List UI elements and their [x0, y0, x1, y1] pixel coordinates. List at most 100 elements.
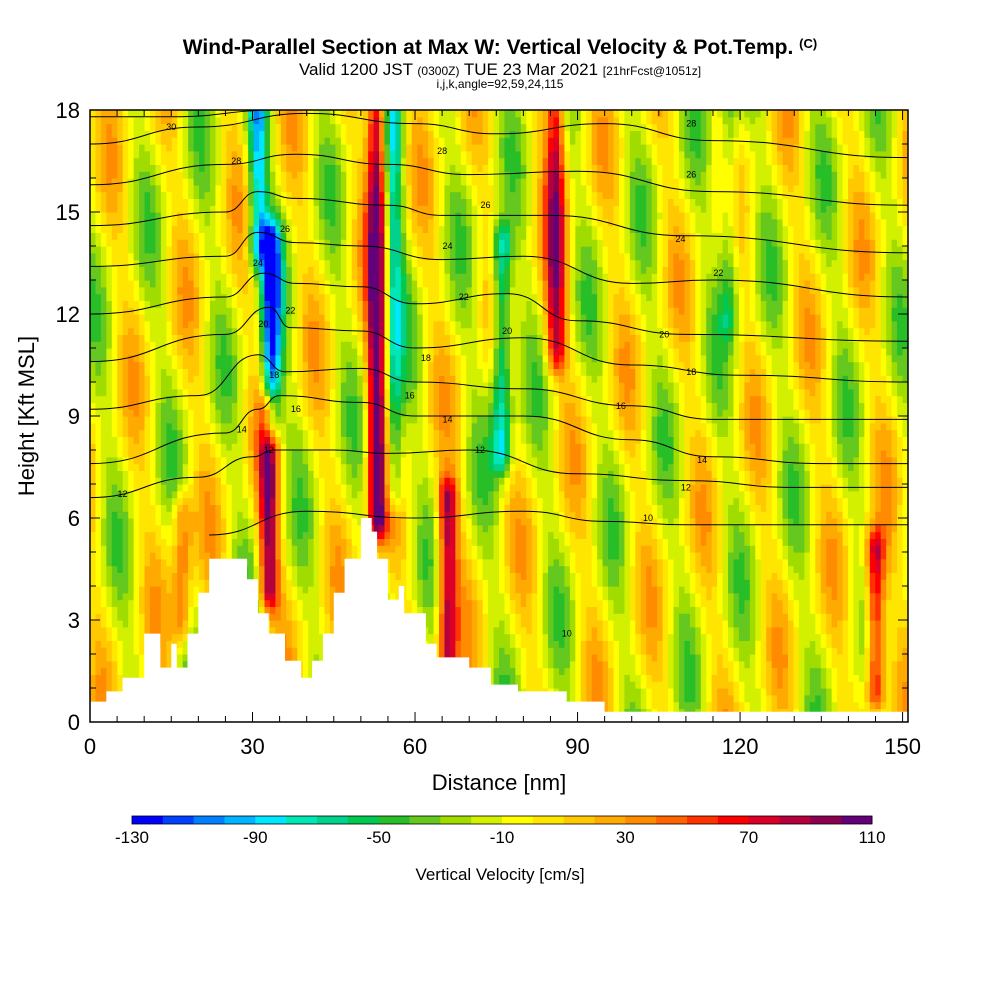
- field-cell: [95, 252, 102, 261]
- field-cell: [319, 382, 326, 390]
- field-cell: [95, 620, 102, 628]
- field-cell: [144, 613, 151, 621]
- field-cell: [90, 144, 97, 152]
- field-cell: [182, 164, 189, 172]
- field-cell: [362, 443, 369, 451]
- field-cell: [133, 273, 140, 281]
- field-cell: [286, 586, 293, 594]
- field-cell: [106, 273, 113, 281]
- field-cell: [308, 558, 315, 567]
- field-cell: [149, 225, 157, 233]
- field-cell: [329, 606, 336, 614]
- field-cell: [160, 123, 167, 131]
- field-cell: [149, 531, 157, 539]
- field-cell: [340, 388, 347, 397]
- field-cell: [182, 252, 189, 261]
- field-cell: [308, 538, 315, 546]
- field-cell: [106, 184, 113, 193]
- field-cell: [144, 518, 151, 526]
- field-cell: [346, 246, 353, 254]
- field-cell: [275, 538, 282, 546]
- field-cell: [220, 470, 227, 478]
- field-cell: [177, 144, 184, 152]
- field-cell: [384, 402, 391, 410]
- field-cell: [264, 191, 271, 199]
- field-cell: [313, 368, 320, 376]
- field-cell: [226, 232, 233, 240]
- field-cell: [111, 524, 118, 533]
- field-cell: [231, 286, 238, 295]
- field-cell: [90, 137, 97, 145]
- field-cell: [379, 490, 386, 499]
- field-cell: [280, 286, 287, 295]
- field-cell: [204, 171, 211, 179]
- field-cell: [220, 218, 227, 227]
- field-cell: [166, 640, 173, 648]
- field-cell: [122, 416, 129, 424]
- field-cell: [106, 286, 113, 295]
- field-cell: [149, 538, 157, 546]
- field-cell: [253, 572, 260, 580]
- field-cell: [139, 538, 146, 546]
- field-cell: [259, 511, 266, 519]
- field-cell: [166, 178, 173, 186]
- field-cell: [340, 436, 347, 444]
- field-cell: [259, 409, 266, 417]
- field-cell: [117, 456, 124, 465]
- field-cell: [188, 497, 195, 505]
- field-cell: [226, 225, 233, 233]
- field-cell: [313, 171, 320, 179]
- field-cell: [177, 592, 184, 601]
- field-cell: [209, 402, 217, 410]
- field-cell: [351, 137, 358, 145]
- field-cell: [231, 538, 238, 546]
- field-cell: [155, 524, 162, 533]
- field-cell: [139, 422, 146, 431]
- field-cell: [188, 320, 195, 329]
- field-cell: [133, 497, 140, 505]
- field-cell: [324, 402, 331, 410]
- field-cell: [340, 212, 347, 220]
- field-cell: [340, 484, 347, 492]
- field-cell: [275, 348, 282, 356]
- field-cell: [209, 307, 217, 315]
- field-cell: [177, 246, 184, 254]
- field-cell: [302, 375, 309, 383]
- field-cell: [346, 286, 353, 295]
- field-cell: [259, 300, 266, 308]
- field-cell: [144, 504, 151, 512]
- field-cell: [160, 552, 167, 560]
- field-cell: [313, 212, 320, 220]
- field-cell: [149, 130, 157, 138]
- field-cell: [297, 225, 304, 233]
- field-cell: [117, 436, 124, 444]
- field-cell: [368, 484, 375, 492]
- field-cell: [100, 157, 107, 165]
- field-cell: [291, 409, 298, 417]
- field-cell: [291, 470, 298, 478]
- field-cell: [379, 300, 386, 308]
- field-cell: [128, 348, 135, 356]
- field-cell: [95, 450, 102, 458]
- field-cell: [362, 130, 369, 138]
- field-cell: [166, 300, 173, 308]
- field-cell: [242, 116, 249, 125]
- field-cell: [220, 490, 227, 499]
- field-cell: [149, 477, 157, 485]
- field-cell: [128, 416, 135, 424]
- field-cell: [335, 232, 342, 240]
- field-cell: [160, 232, 167, 240]
- field-cell: [384, 218, 391, 227]
- field-cell: [204, 402, 211, 410]
- field-cell: [209, 314, 217, 322]
- field-cell: [259, 375, 266, 383]
- field-cell: [291, 259, 298, 267]
- field-cell: [188, 164, 195, 172]
- field-cell: [122, 348, 129, 356]
- field-cell: [324, 246, 331, 254]
- field-cell: [133, 144, 140, 152]
- field-cell: [297, 273, 304, 281]
- field-cell: [155, 212, 162, 220]
- field-cell: [122, 606, 129, 614]
- field-cell: [144, 218, 151, 227]
